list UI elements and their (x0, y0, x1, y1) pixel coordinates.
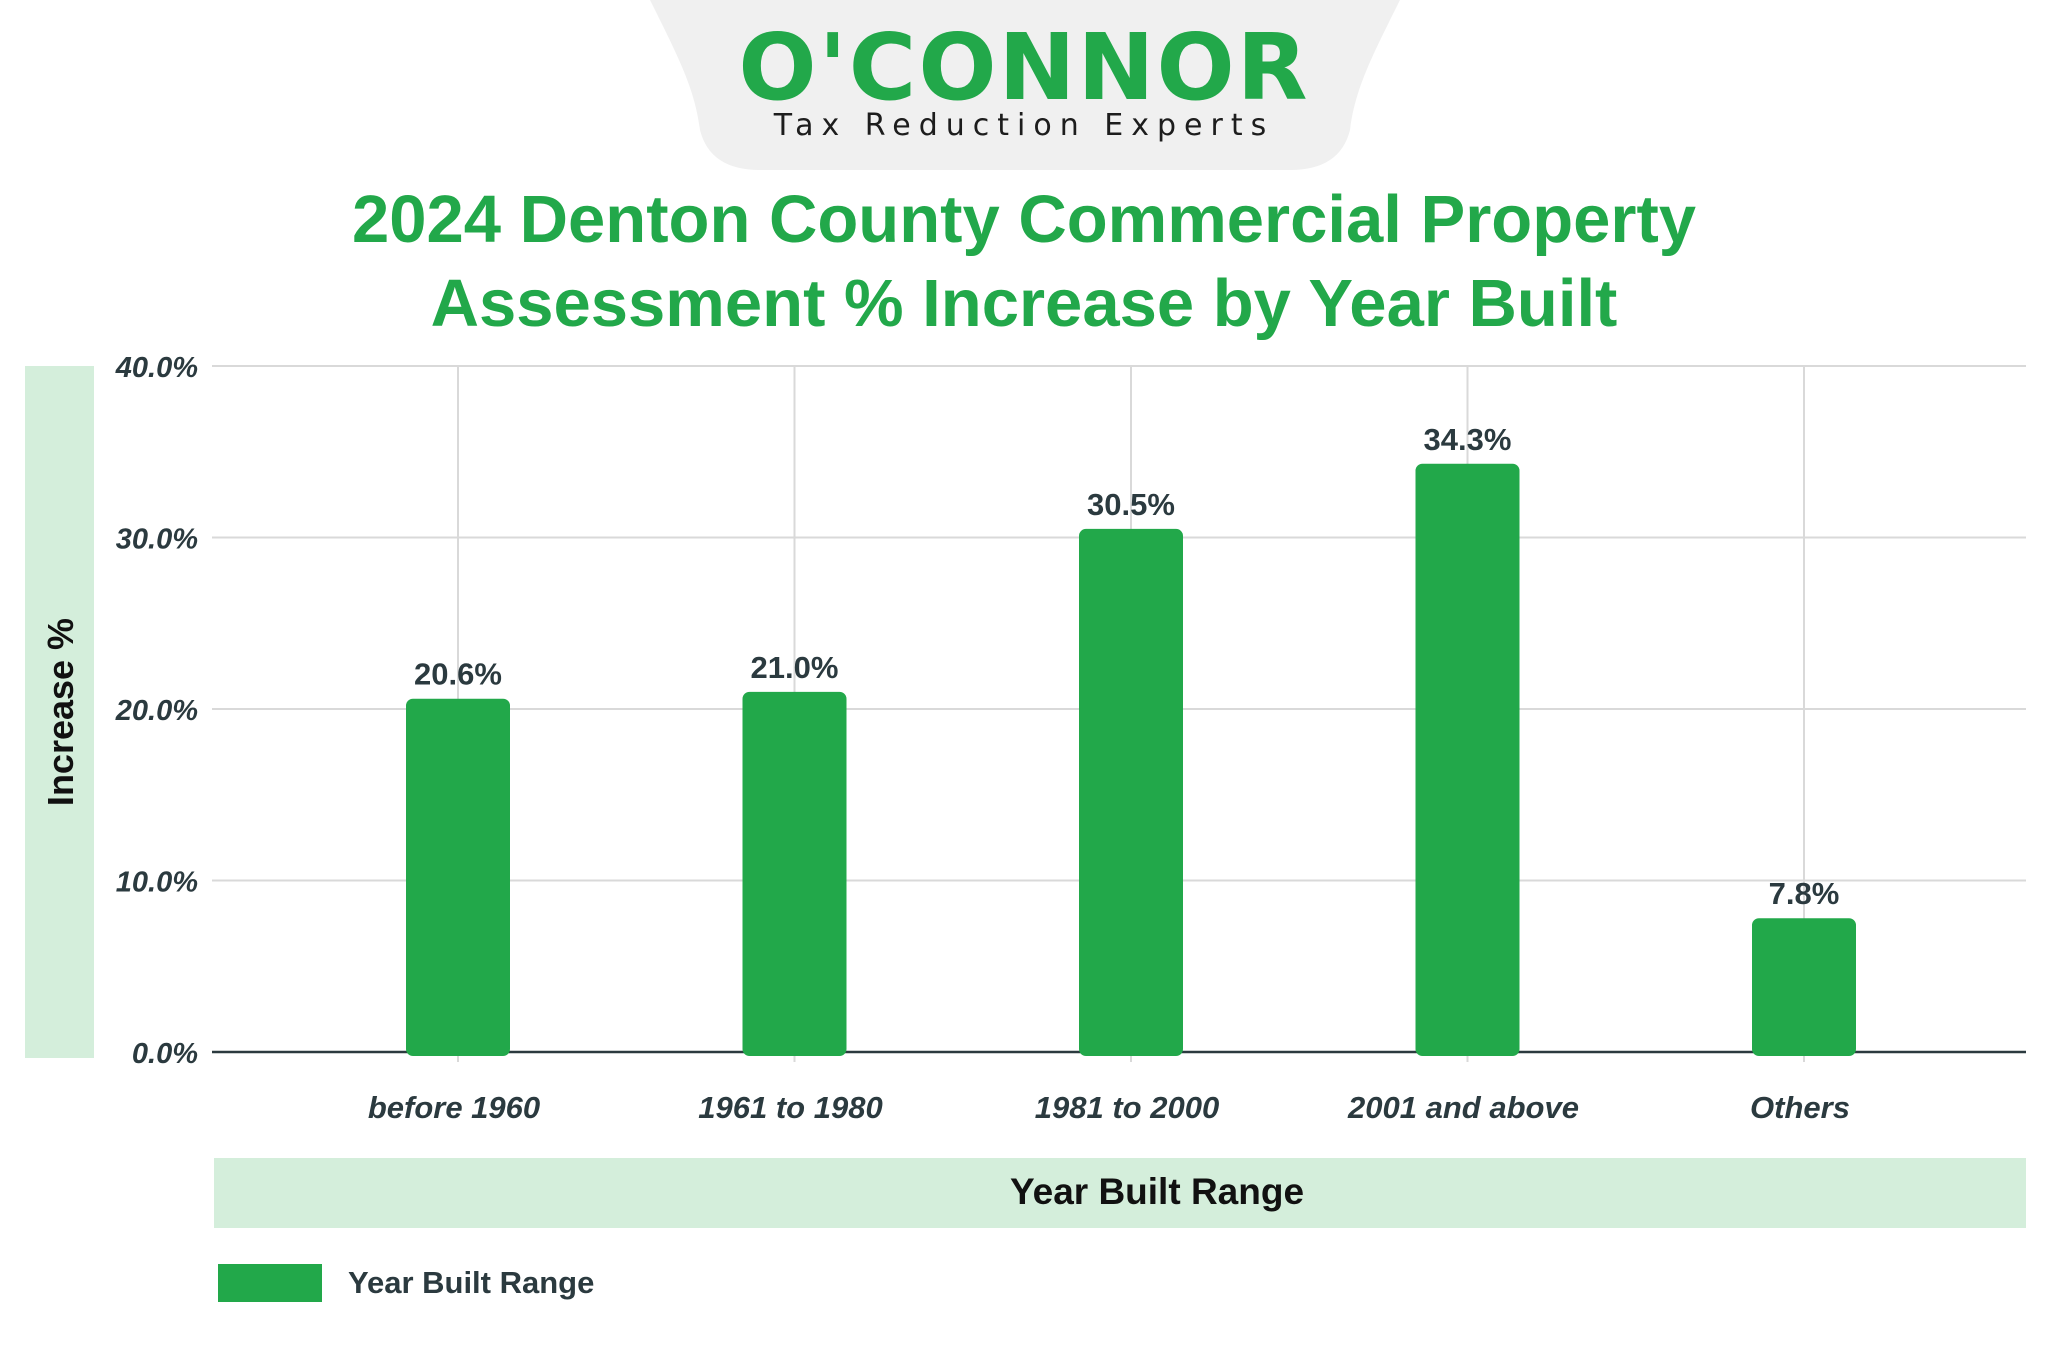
legend-label: Year Built Range (348, 1265, 595, 1300)
y-tick-label: 30.0% (116, 524, 198, 556)
chart-title-line-2: Assessment % Increase by Year Built (430, 266, 1618, 341)
x-axis-title: Year Built Range (1010, 1171, 1304, 1212)
chart-title-line-1: 2024 Denton County Commercial Property (351, 182, 1697, 257)
header-tab (650, 0, 1400, 170)
legend-swatch (218, 1264, 322, 1302)
chart-title: 2024 Denton County Commercial Property A… (0, 178, 2048, 346)
x-tick-label: 1961 to 1980 (698, 1090, 882, 1125)
x-tick-label: 1981 to 2000 (1035, 1090, 1219, 1125)
x-tick-label: 2001 and above (1347, 1090, 1579, 1125)
y-axis-band (25, 366, 94, 1058)
brand-logo: O'CONNOR (738, 14, 1310, 121)
data-label: 7.8% (1769, 876, 1840, 911)
bar (1752, 918, 1856, 1056)
data-label: 20.6% (414, 657, 502, 692)
brand-tagline: Tax Reduction Experts (773, 108, 1275, 143)
data-label: 30.5% (1087, 487, 1175, 522)
data-label: 21.0% (751, 650, 839, 685)
y-tick-label: 40.0% (115, 352, 198, 384)
data-label: 34.3% (1424, 422, 1512, 457)
bar (406, 698, 510, 1056)
y-axis-title: Increase % (40, 618, 81, 806)
bar (1079, 528, 1183, 1056)
x-axis-band (214, 1158, 2026, 1228)
bar (742, 691, 847, 1056)
y-tick-label: 0.0% (132, 1038, 198, 1070)
bar (1415, 463, 1520, 1056)
x-tick-label: Others (1750, 1090, 1850, 1125)
y-tick-label: 10.0% (116, 867, 198, 899)
x-tick-label: before 1960 (368, 1090, 540, 1125)
legend: Year Built Range (218, 1263, 594, 1303)
y-tick-label: 20.0% (115, 695, 198, 727)
